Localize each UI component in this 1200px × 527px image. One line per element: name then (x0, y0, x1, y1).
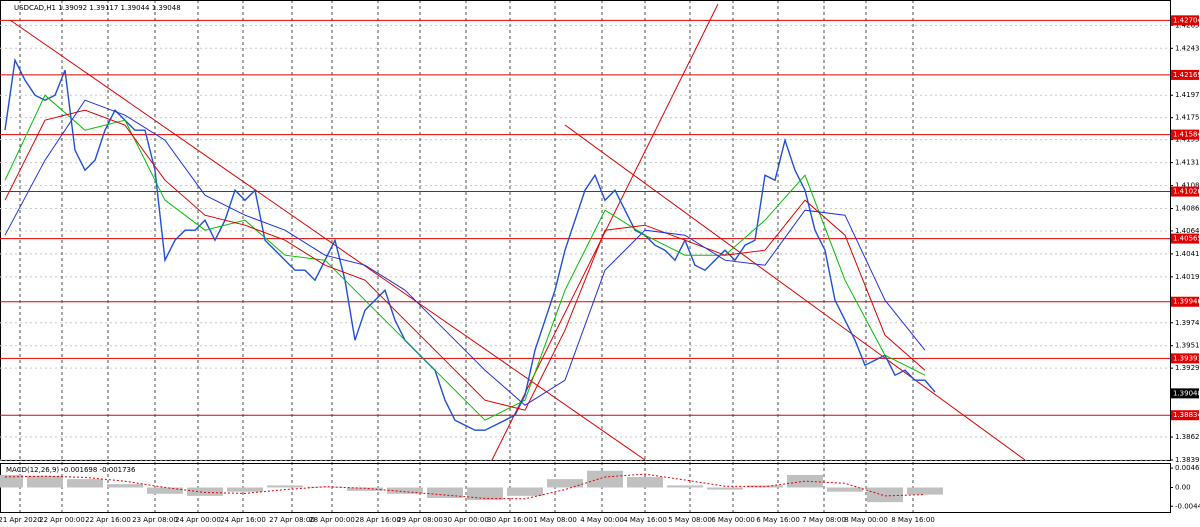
trend-line (564, 124, 1026, 461)
y-tick-label: 1.41310 (1175, 159, 1200, 167)
macd-bar (787, 474, 823, 488)
macd-bar (467, 487, 503, 501)
macd-header: MACD(12,26,9) -0.001698 -0.001736 (6, 466, 136, 474)
moving-average (4, 99, 926, 406)
x-tick-label: 4 May 00:00 (580, 516, 624, 524)
x-tick-label: 6 May 16:00 (756, 516, 800, 524)
level-tag (1171, 410, 1199, 421)
level-tag (1171, 186, 1199, 197)
level-label: 1.39946 (1173, 298, 1200, 306)
x-tick-label: 27 Apr 08:00 (269, 516, 315, 524)
macd-bar (147, 487, 183, 494)
level-label: 1.38834 (1173, 411, 1200, 419)
macd-bar (827, 487, 863, 492)
macd-bar (27, 475, 63, 488)
y-tick-label: 0.00 (1175, 483, 1191, 491)
x-tick-label: 29 Apr 08:00 (397, 516, 443, 524)
y-tick-label: 1.42430 (1175, 44, 1200, 52)
y-tick-label: -0.00448 (1175, 502, 1200, 510)
level-label: 1.42704 (1173, 16, 1200, 24)
level-tag (1171, 69, 1199, 80)
y-tick-label: 1.39515 (1175, 342, 1200, 350)
x-tick-label: 23 Apr 08:00 (132, 516, 178, 524)
moving-average (4, 94, 926, 421)
macd-pane (0, 463, 1171, 513)
top-layer (4, 57, 936, 500)
x-tick-label: 7 May 08:00 (802, 516, 846, 524)
macd-bar (667, 485, 703, 488)
macd-bar (387, 487, 423, 494)
symbol-header: USDCAD,H1 1.39092 1.39117 1.39044 1.3904… (14, 4, 181, 12)
x-tick-label: 28 Apr 00:00 (309, 516, 355, 524)
price-line (4, 57, 936, 431)
x-tick-label: 22 Apr 00:00 (39, 516, 85, 524)
x-tick-label: 30 Apr 16:00 (487, 516, 533, 524)
y-tick-label: 1.40190 (1175, 273, 1200, 281)
level-tag (1171, 129, 1199, 140)
x-tick-label: 8 May 16:00 (891, 516, 935, 524)
y-tick-label: 1.38620 (1175, 433, 1200, 441)
y-tick-label: 1.40415 (1175, 250, 1200, 258)
x-tick-label: 4 May 16:00 (623, 516, 667, 524)
x-tick-label: 21 Apr 2020 (0, 516, 42, 524)
macd-bar (547, 479, 583, 488)
level-label: 1.41026 (1173, 188, 1200, 196)
level-tag (1171, 15, 1199, 26)
level-tag (1171, 296, 1199, 307)
x-tick-label: 30 Apr 00:00 (443, 516, 489, 524)
macd-bar (507, 487, 543, 496)
y-tick-label: 1.41750 (1175, 114, 1200, 122)
level-label: 1.39391 (1173, 354, 1200, 362)
y-tick-label: 1.40640 (1175, 227, 1200, 235)
macd-bar (0, 474, 23, 488)
x-tick-label: 5 May 08:00 (668, 516, 712, 524)
y-tick-label: 1.41085 (1175, 182, 1200, 190)
macd-bar (187, 487, 223, 496)
y-tick-label: 0.00463 (1175, 464, 1200, 472)
moving-average (4, 109, 926, 411)
x-tick-label: 22 Apr 16:00 (85, 516, 131, 524)
macd-bar (107, 484, 143, 488)
macd-bar (347, 487, 383, 491)
y-tick-label: 1.38395 (1175, 456, 1200, 464)
x-tick-label: 1 May 08:00 (533, 516, 577, 524)
macd-bar (427, 487, 463, 498)
level-tag (1171, 233, 1199, 244)
x-tick-label: 24 Apr 16:00 (220, 516, 266, 524)
level-label: 1.40565 (1173, 235, 1200, 243)
macd-bar (227, 487, 263, 492)
level-label: 1.41584 (1173, 131, 1200, 139)
trend-line (491, 3, 719, 461)
price-label: 1.39048 (1173, 389, 1200, 397)
signal-line (4, 473, 926, 500)
level-tag (1171, 353, 1199, 364)
macd-bar (707, 487, 743, 490)
macd-bar (907, 487, 943, 495)
x-tick-label: 24 Apr 00:00 (175, 516, 221, 524)
macd-bar (587, 470, 623, 488)
level-label: 1.42169 (1173, 71, 1200, 79)
y-tick-label: 1.39295 (1175, 364, 1200, 372)
price-tag (1171, 388, 1199, 399)
y-tick-label: 1.39740 (1175, 319, 1200, 327)
macd-bar (627, 477, 663, 488)
macd-bar (67, 479, 103, 488)
x-tick-label: 8 May 00:00 (844, 516, 888, 524)
macd-bar (267, 485, 303, 488)
y-tick-label: 1.40860 (1175, 204, 1200, 212)
macd-bar (867, 487, 903, 503)
y-tick-label: 1.41970 (1175, 91, 1200, 99)
x-tick-label: 28 Apr 16:00 (355, 516, 401, 524)
main-layer (0, 0, 1170, 513)
trend-line (9, 19, 646, 461)
x-tick-label: 6 May 00:00 (711, 516, 755, 524)
